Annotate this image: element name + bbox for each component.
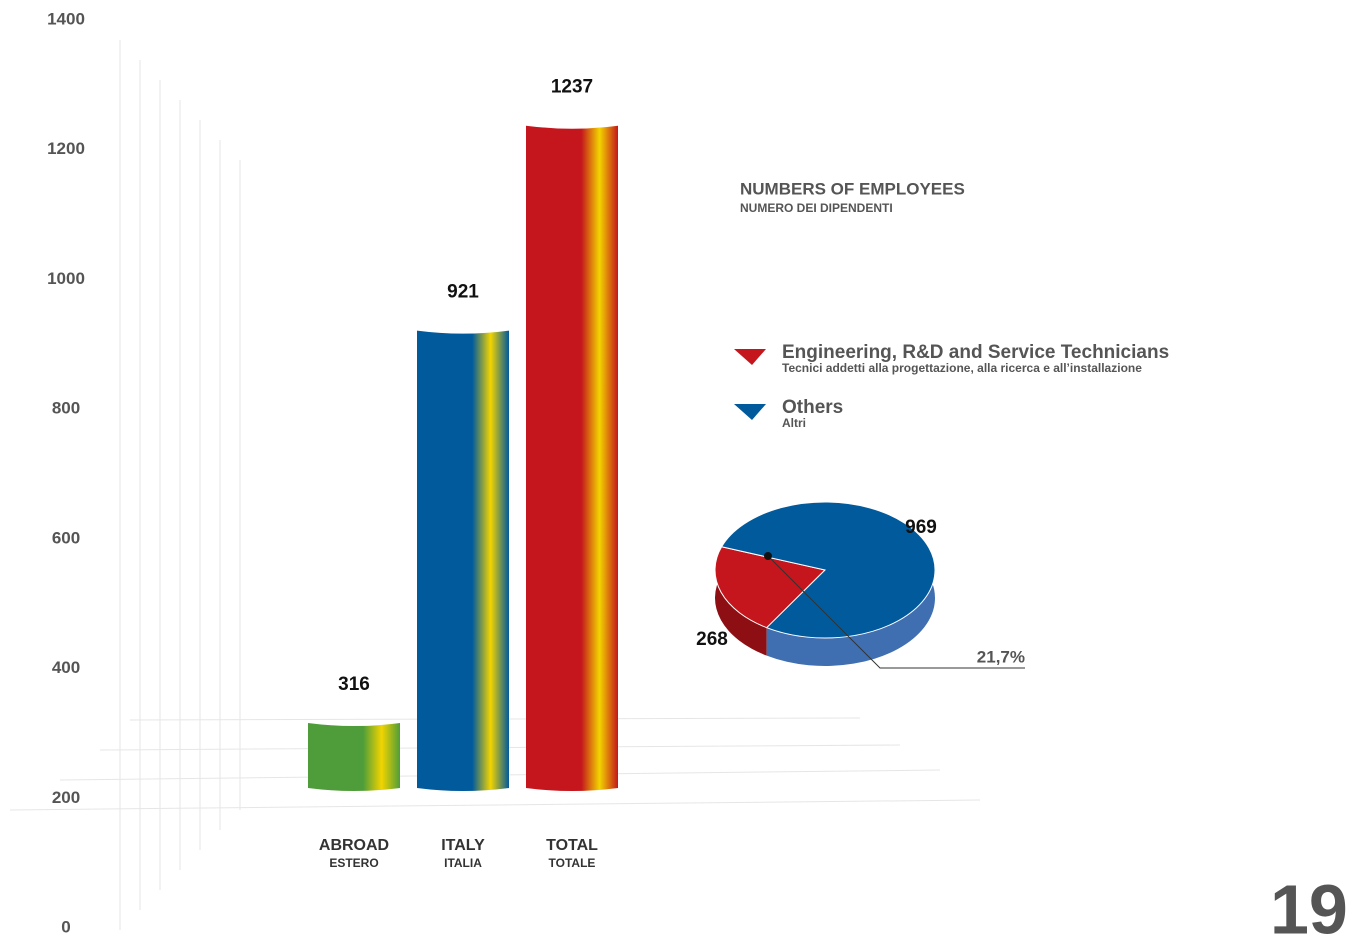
bar bbox=[526, 126, 618, 791]
legend-marker bbox=[734, 349, 766, 365]
y-tick-label: 600 bbox=[52, 528, 80, 547]
y-tick-label: 1200 bbox=[47, 139, 85, 158]
legend-sublabel: Tecnici addetti alla progettazione, alla… bbox=[782, 361, 1142, 375]
y-tick-label: 0 bbox=[61, 917, 70, 936]
value-label: 316 bbox=[338, 674, 370, 695]
bar bbox=[308, 723, 400, 791]
pie-subtitle: NUMERO DEI DIPENDENTI bbox=[740, 201, 893, 215]
x-tick-label: TOTAL bbox=[546, 837, 598, 854]
annotation: 21,7% bbox=[977, 647, 1025, 666]
y-tick-label: 400 bbox=[52, 658, 80, 677]
slice-value-label: 969 bbox=[905, 517, 937, 538]
x-tick-label: ABROAD bbox=[319, 837, 389, 854]
x-tick-sublabel: ITALIA bbox=[444, 856, 482, 870]
y-tick-label: 200 bbox=[52, 788, 80, 807]
page-number: 19 bbox=[1270, 870, 1348, 936]
bar bbox=[417, 331, 509, 791]
x-tick-label: ITALY bbox=[441, 837, 485, 854]
slice-value-label: 268 bbox=[696, 629, 728, 650]
y-tick-label: 1400 bbox=[47, 9, 85, 28]
legend-sublabel: Altri bbox=[782, 416, 806, 430]
y-tick-label: 1000 bbox=[47, 269, 85, 288]
x-tick-sublabel: TOTALE bbox=[549, 856, 596, 870]
leader-dot bbox=[764, 552, 772, 560]
chart: NUMBERS OF EMPLOYEES NUMERO DEI DIPENDEN… bbox=[0, 0, 1372, 936]
value-label: 1237 bbox=[551, 77, 593, 98]
value-label: 921 bbox=[447, 282, 479, 303]
legend-marker bbox=[734, 404, 766, 420]
legend-label: Others bbox=[782, 397, 843, 418]
legend-label: Engineering, R&D and Service Technicians bbox=[782, 342, 1169, 363]
x-tick-sublabel: ESTERO bbox=[329, 856, 378, 870]
y-tick-label: 800 bbox=[52, 399, 80, 418]
pie-title: NUMBERS OF EMPLOYEES bbox=[740, 179, 965, 198]
